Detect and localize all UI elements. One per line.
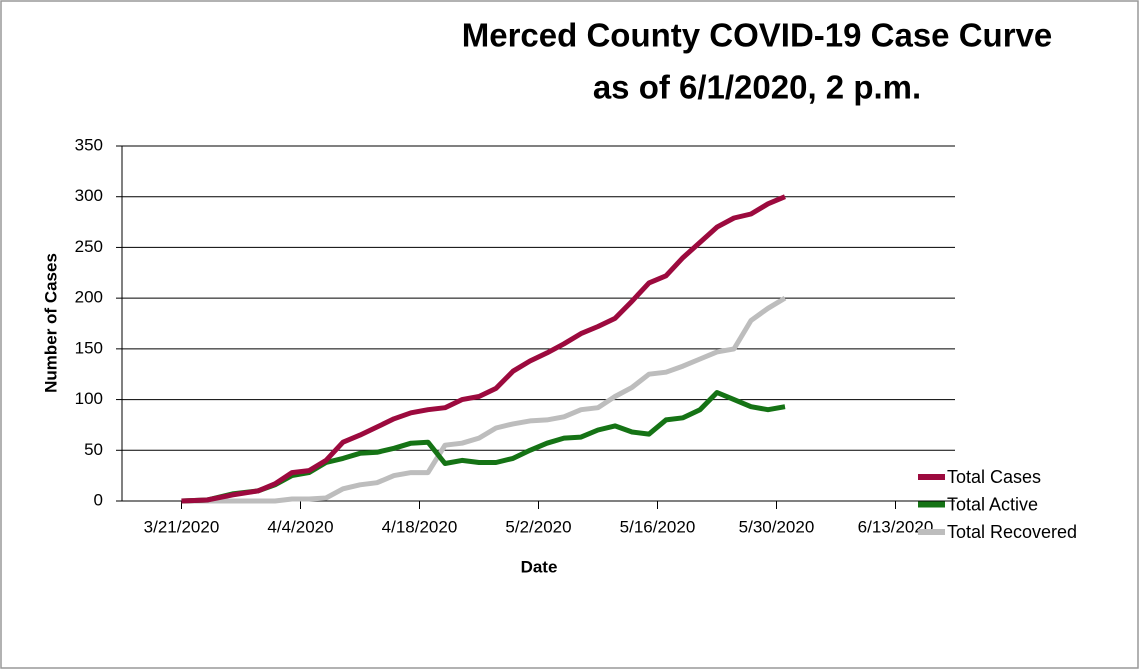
x-tick-label: 6/13/2020 [858,517,934,536]
y-tick-label: 250 [75,237,103,256]
x-axis-title: Date [521,557,558,576]
series-line [181,194,786,504]
legend-label: Total Cases [947,467,1041,487]
y-tick-label: 150 [75,338,103,357]
x-tick-label: 5/16/2020 [620,517,696,536]
y-tick-label: 100 [75,389,103,408]
series-line [181,295,787,504]
x-tick-label: 5/30/2020 [739,517,815,536]
chart-title: Merced County COVID-19 Case Curve [462,17,1053,54]
x-tick-label: 4/18/2020 [382,517,458,536]
y-tick-label: 50 [84,440,103,459]
x-tick-label: 3/21/2020 [144,517,220,536]
y-tick-label: 300 [75,186,103,205]
y-tick-label: 200 [75,288,103,307]
legend-label: Total Recovered [947,522,1077,542]
x-tick-label: 4/4/2020 [267,517,333,536]
legend-label: Total Active [947,494,1038,514]
y-tick-label: 0 [94,490,103,509]
chart-title: as of 6/1/2020, 2 p.m. [593,69,921,106]
y-tick-label: 350 [75,135,103,154]
y-axis-title: Number of Cases [41,253,60,393]
x-tick-label: 5/2/2020 [505,517,571,536]
